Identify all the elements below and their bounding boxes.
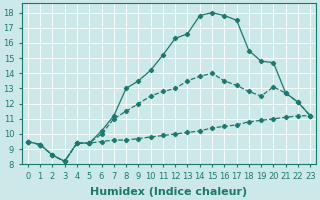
X-axis label: Humidex (Indice chaleur): Humidex (Indice chaleur) [91, 187, 248, 197]
